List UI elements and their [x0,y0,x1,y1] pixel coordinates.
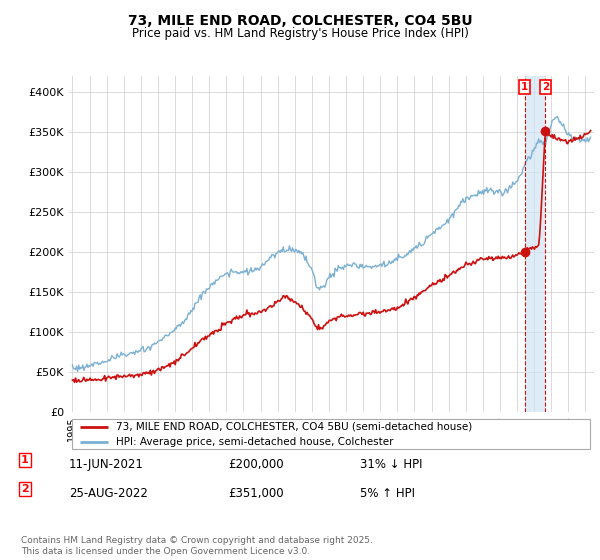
Text: 31% ↓ HPI: 31% ↓ HPI [360,458,422,470]
Text: 5% ↑ HPI: 5% ↑ HPI [360,487,415,500]
Text: £351,000: £351,000 [228,487,284,500]
Text: Price paid vs. HM Land Registry's House Price Index (HPI): Price paid vs. HM Land Registry's House … [131,27,469,40]
Text: HPI: Average price, semi-detached house, Colchester: HPI: Average price, semi-detached house,… [116,437,394,447]
Bar [524,76,545,412]
Text: 11-JUN-2021: 11-JUN-2021 [69,458,144,470]
Text: 1: 1 [21,455,29,465]
Text: Contains HM Land Registry data © Crown copyright and database right 2025.
This d: Contains HM Land Registry data © Crown c… [21,536,373,556]
Text: 73, MILE END ROAD, COLCHESTER, CO4 5BU (semi-detached house): 73, MILE END ROAD, COLCHESTER, CO4 5BU (… [116,422,473,432]
Text: 2: 2 [542,82,549,92]
Text: 1: 1 [521,82,528,92]
Text: £200,000: £200,000 [228,458,284,470]
Text: 2: 2 [21,484,29,494]
Text: 25-AUG-2022: 25-AUG-2022 [69,487,148,500]
Text: 73, MILE END ROAD, COLCHESTER, CO4 5BU: 73, MILE END ROAD, COLCHESTER, CO4 5BU [128,14,472,28]
